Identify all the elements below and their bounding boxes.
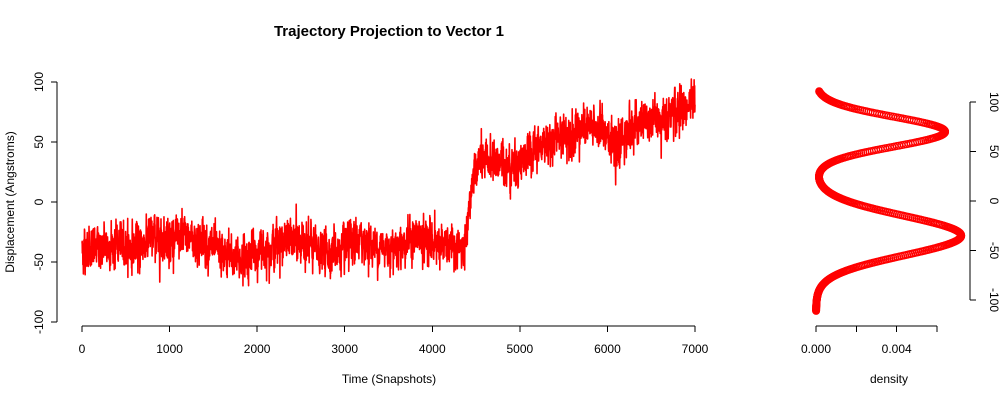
x-axis-label: Time (Snapshots) [342,372,436,386]
x-tick-label: 4000 [419,342,446,356]
density-y-tick-label: -50 [987,242,1000,260]
density-y-tick-label: -100 [987,288,1000,312]
density-y-tick-label: 100 [987,92,1000,112]
x-tick-label: 6000 [594,342,621,356]
x-tick-label: 0 [79,342,86,356]
y-tick-label: 0 [32,198,46,205]
density-x-ticks: 0.000 0.004 [801,326,938,356]
y-axis-label: Displacement (Angstroms) [3,131,17,272]
density-y-ticks: -100 -50 0 50 100 [970,92,1000,312]
x-tick-label: 5000 [507,342,534,356]
density-y-tick-label: 50 [987,145,1000,159]
y-tick-label: 100 [32,72,46,92]
density-x-axis-label: density [870,372,908,386]
x-tick-label: 1000 [156,342,183,356]
density-point [815,87,824,96]
main-x-ticks: 0 1000 2000 3000 4000 5000 6000 7000 [79,326,709,356]
y-tick-label: 50 [32,135,46,149]
x-tick-label: 7000 [682,342,709,356]
density-y-tick-label: 0 [987,198,1000,205]
y-tick-label: -100 [32,310,46,334]
y-tick-label: -50 [32,253,46,271]
main-y-ticks: -100 -50 0 50 100 [32,72,57,334]
x-tick-label: 2000 [244,342,271,356]
density-x-tick-label: 0.000 [801,342,831,356]
series-line-vector1 [81,78,696,287]
chart-title: Trajectory Projection to Vector 1 [274,23,504,40]
x-tick-label: 3000 [331,342,358,356]
density-points [812,87,966,315]
density-x-tick-label: 0.004 [882,342,912,356]
